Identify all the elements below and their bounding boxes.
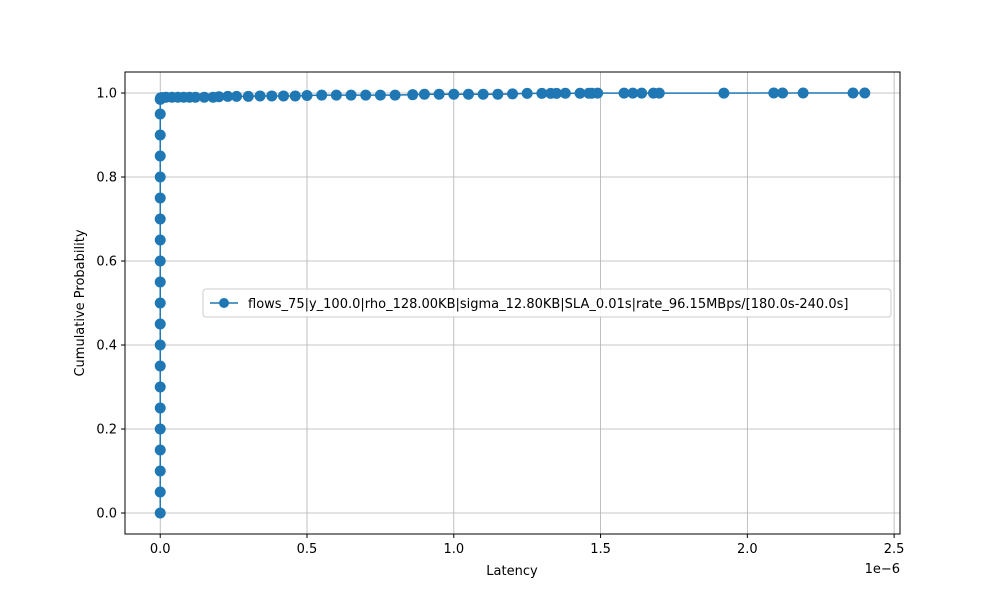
data-point (154, 402, 166, 414)
data-point (154, 150, 166, 162)
data-point (462, 88, 474, 100)
x-axis-label: Latency (486, 564, 538, 579)
data-point (198, 91, 210, 103)
data-point (345, 89, 357, 101)
data-point (718, 87, 730, 99)
data-point (222, 90, 234, 102)
data-point (768, 87, 780, 99)
data-point (154, 444, 166, 456)
data-point (448, 88, 460, 100)
data-point (316, 89, 328, 101)
data-point (492, 88, 504, 100)
data-point (330, 89, 342, 101)
x-tick-label: 1.0 (443, 542, 464, 557)
data-point (154, 339, 166, 351)
data-point (847, 87, 859, 99)
legend-box (202, 288, 892, 318)
data-point (360, 89, 372, 101)
data-point (636, 87, 648, 99)
y-axis-label: Cumulative Probability (73, 229, 88, 376)
data-point (551, 87, 563, 99)
y-tick-label: 0.0 (96, 507, 117, 522)
data-point (389, 89, 401, 101)
data-point (154, 234, 166, 246)
x-offset-label: 1e−6 (865, 562, 900, 577)
data-point (154, 171, 166, 183)
data-point (154, 486, 166, 498)
data-point (289, 90, 301, 102)
y-tick-label: 0.6 (96, 255, 117, 270)
data-point (374, 89, 386, 101)
data-point (627, 87, 639, 99)
x-tick-label: 0.5 (297, 542, 318, 557)
x-tick-label: 0.0 (150, 542, 171, 557)
data-point (154, 297, 166, 309)
data-point (154, 360, 166, 372)
data-point (154, 129, 166, 141)
data-point (618, 87, 630, 99)
data-point (301, 90, 313, 102)
data-point (266, 90, 278, 102)
data-point (592, 87, 604, 99)
y-tick-label: 1.0 (96, 87, 117, 102)
data-point (231, 90, 243, 102)
data-point (154, 465, 166, 477)
data-point (278, 90, 290, 102)
data-point (154, 381, 166, 393)
data-point (433, 88, 445, 100)
data-point (418, 88, 430, 100)
data-point (154, 507, 166, 519)
data-point (154, 213, 166, 225)
data-point (154, 318, 166, 330)
data-point (154, 255, 166, 267)
x-tick-label: 2.5 (884, 542, 905, 557)
legend: flows_75|y_100.0|rho_128.00KB|sigma_12.8… (202, 288, 892, 318)
y-tick-label: 0.4 (96, 339, 117, 354)
data-point (154, 192, 166, 204)
x-tick-label: 1.5 (590, 542, 611, 557)
data-point (521, 87, 533, 99)
data-point (154, 276, 166, 288)
data-point (213, 91, 225, 103)
data-point (536, 87, 548, 99)
data-point (507, 88, 518, 100)
data-point (859, 87, 871, 99)
tick-layer: 0.0 0.5 1.0 1.5 2.0 2.5 0.0 0.2 0.4 0.6 0.8 1.0 (96, 87, 904, 558)
data-point (407, 89, 419, 101)
data-point (242, 90, 254, 102)
data-point (574, 87, 586, 99)
data-point (154, 108, 166, 120)
data-point (797, 87, 809, 99)
x-tick-label: 2.0 (737, 542, 758, 557)
data-point (777, 87, 789, 99)
legend-series-label: flows_75|y_100.0|rho_128.00KB|sigma_12.8… (248, 297, 848, 312)
plot-frame (124, 71, 901, 535)
y-tick-label: 0.8 (96, 171, 117, 186)
data-point (653, 87, 665, 99)
data-point (477, 88, 489, 100)
y-tick-label: 0.2 (96, 423, 117, 438)
data-layer (154, 87, 871, 519)
data-point (559, 87, 571, 99)
data-point (154, 423, 166, 435)
legend-marker-swatch (219, 298, 229, 308)
data-point (254, 90, 266, 102)
data-point (189, 91, 201, 103)
